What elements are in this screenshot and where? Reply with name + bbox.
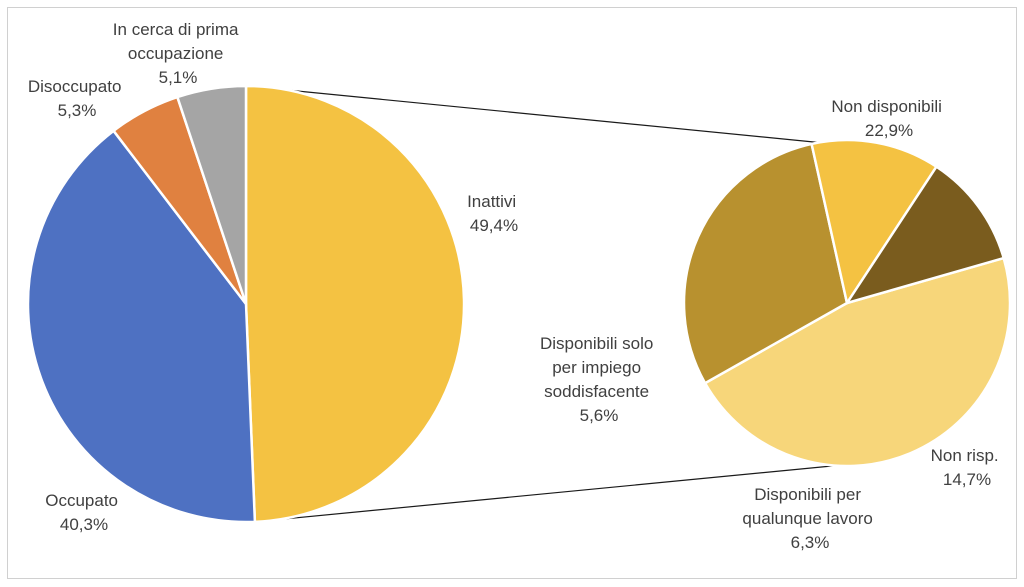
secondary-pie-slice-0 (703, 256, 1012, 468)
connector-line-bottom (254, 465, 836, 523)
secondary-pie-slice-2 (810, 138, 938, 305)
label-disponibili-qualunque: Disponibili per qualunque lavoro 6,3% (742, 485, 877, 552)
label-in-cerca: In cerca di prima occupazione 5,1% (113, 20, 243, 87)
label-occupato: Occupato 40,3% (45, 491, 123, 534)
label-non-disponibili: Non disponibili 22,9% (831, 97, 946, 140)
secondary-pie (682, 138, 1012, 468)
label-disoccupato: Disoccupato 5,3% (28, 77, 126, 120)
connector-lines (245, 85, 836, 523)
main-pie-slice-3 (176, 84, 248, 306)
secondary-pie-slice-3 (845, 165, 1005, 305)
secondary-pie-slice-1 (682, 142, 849, 385)
main-pie (26, 84, 466, 524)
label-non-risp: Non risp. 14,7% (931, 446, 1004, 489)
label-disponibili-solo: Disponibili solo per impiego soddisfacen… (540, 334, 658, 425)
main-pie-slice-0 (244, 84, 466, 524)
data-labels: In cerca di prima occupazione 5,1% Disoc… (28, 20, 1004, 552)
label-inattivi: Inattivi 49,4% (467, 192, 521, 235)
connector-line-top (245, 85, 819, 144)
main-pie-slice-1 (26, 129, 257, 524)
